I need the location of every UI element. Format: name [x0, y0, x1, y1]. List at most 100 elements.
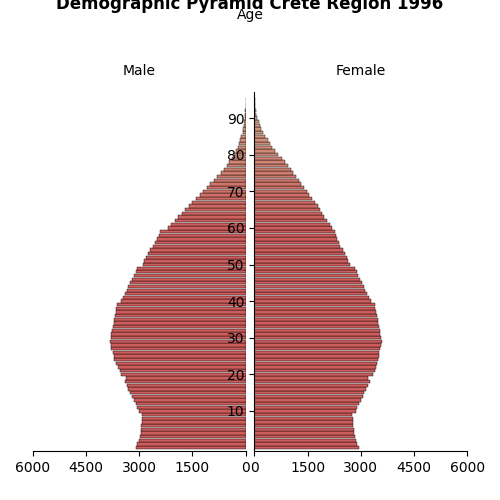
- Bar: [114, 318, 246, 321]
- Bar: [123, 296, 246, 299]
- Bar: [218, 175, 246, 178]
- Bar: [182, 212, 246, 215]
- Bar: [254, 428, 354, 431]
- Bar: [196, 197, 246, 200]
- Bar: [254, 369, 375, 372]
- Bar: [254, 259, 348, 262]
- Bar: [141, 428, 246, 431]
- Bar: [254, 116, 258, 119]
- Bar: [239, 142, 246, 146]
- Bar: [110, 344, 246, 346]
- Bar: [110, 340, 246, 343]
- Bar: [148, 252, 246, 255]
- Bar: [130, 391, 246, 394]
- Bar: [138, 406, 246, 409]
- Bar: [125, 292, 246, 296]
- Bar: [254, 244, 340, 248]
- Bar: [254, 354, 378, 358]
- Bar: [254, 288, 366, 292]
- Bar: [244, 120, 246, 124]
- Bar: [254, 380, 370, 384]
- Bar: [254, 413, 352, 416]
- Bar: [254, 274, 358, 277]
- Bar: [254, 420, 353, 424]
- Bar: [126, 376, 246, 380]
- Bar: [254, 112, 256, 116]
- Bar: [254, 351, 380, 354]
- Bar: [160, 230, 246, 233]
- Bar: [254, 208, 320, 211]
- Bar: [112, 351, 246, 354]
- Bar: [254, 366, 376, 368]
- Bar: [132, 278, 246, 281]
- Bar: [232, 156, 245, 160]
- Bar: [254, 391, 364, 394]
- Bar: [254, 146, 272, 149]
- Bar: [192, 200, 246, 204]
- Bar: [142, 413, 246, 416]
- Bar: [203, 190, 246, 193]
- Bar: [254, 329, 380, 332]
- Bar: [125, 380, 246, 384]
- Bar: [254, 252, 345, 255]
- Bar: [254, 134, 266, 138]
- Bar: [254, 372, 374, 376]
- Bar: [136, 446, 246, 450]
- Bar: [238, 146, 246, 149]
- Bar: [115, 314, 246, 318]
- Bar: [254, 285, 364, 288]
- Bar: [254, 402, 359, 406]
- Bar: [254, 234, 336, 237]
- Bar: [126, 288, 246, 292]
- Bar: [138, 442, 246, 446]
- Bar: [254, 128, 262, 130]
- Bar: [254, 106, 255, 108]
- Bar: [254, 442, 358, 446]
- Bar: [139, 410, 246, 412]
- Bar: [142, 263, 246, 266]
- Bar: [112, 332, 246, 336]
- Bar: [186, 208, 246, 211]
- Bar: [254, 303, 374, 306]
- Bar: [112, 347, 246, 350]
- Bar: [254, 292, 367, 296]
- Bar: [254, 322, 378, 325]
- Text: Female: Female: [336, 64, 386, 78]
- Bar: [128, 388, 246, 390]
- Bar: [254, 300, 371, 303]
- Bar: [254, 178, 298, 182]
- Bar: [214, 178, 246, 182]
- Bar: [228, 160, 246, 164]
- Bar: [254, 344, 382, 346]
- Bar: [254, 347, 380, 350]
- Bar: [224, 168, 246, 171]
- Bar: [254, 226, 332, 230]
- Bar: [254, 256, 346, 259]
- Bar: [136, 402, 246, 406]
- Bar: [116, 310, 246, 314]
- Bar: [254, 270, 356, 274]
- Bar: [189, 204, 246, 208]
- Bar: [254, 446, 359, 450]
- Bar: [116, 307, 246, 310]
- Bar: [254, 194, 310, 196]
- Bar: [110, 336, 246, 340]
- Bar: [254, 358, 378, 362]
- Bar: [210, 182, 246, 186]
- Bar: [254, 307, 376, 310]
- Bar: [254, 172, 294, 174]
- Bar: [254, 388, 366, 390]
- Bar: [140, 435, 246, 438]
- Bar: [254, 263, 350, 266]
- Bar: [254, 142, 270, 146]
- Bar: [254, 278, 360, 281]
- Bar: [254, 266, 355, 270]
- Text: Age: Age: [236, 8, 264, 22]
- Bar: [242, 134, 246, 138]
- Bar: [254, 398, 361, 402]
- Bar: [118, 366, 246, 368]
- Bar: [254, 362, 377, 365]
- Bar: [254, 156, 282, 160]
- Bar: [122, 300, 246, 303]
- Bar: [236, 150, 246, 152]
